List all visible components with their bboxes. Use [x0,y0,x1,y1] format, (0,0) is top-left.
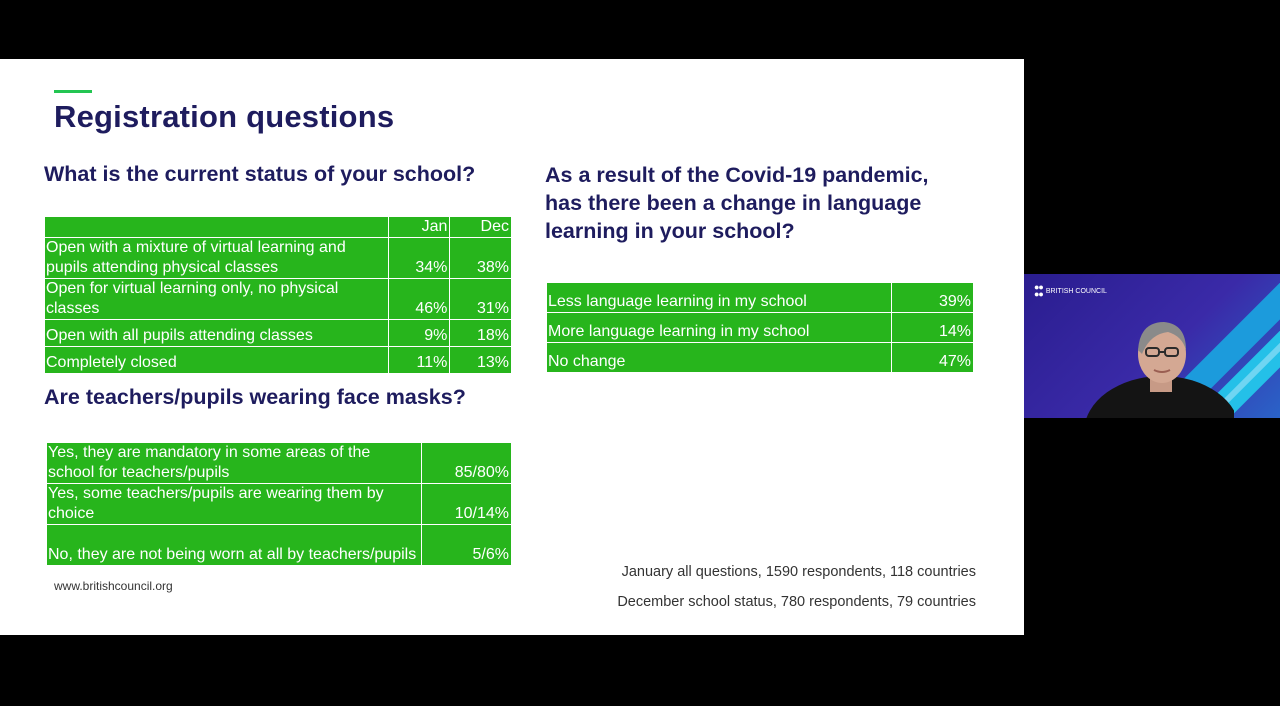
table-row: Open with all pupils attending classes 9… [44,319,512,347]
logo-dots-icon: ●● ●● [1034,282,1044,299]
table-row: Less language learning in my school 39% [545,282,974,313]
row-label: Less language learning in my school [545,282,893,313]
header-blank [44,216,389,238]
row-dec-value: 31% [449,278,512,320]
row-jan-value: 46% [387,278,451,320]
header-jan: Jan [387,216,451,238]
row-value: 14% [891,312,974,343]
row-label: More language learning in my school [545,312,893,343]
row-value: 5/6% [421,524,512,566]
british-council-logo: ●● ●● BRITISH COUNCIL [1034,282,1107,299]
table-row: Yes, they are mandatory in some areas of… [45,442,512,484]
table-row: Open with a mixture of virtual learning … [44,237,512,279]
website-url: www.britishcouncil.org [54,579,173,593]
row-value: 47% [891,342,974,373]
presentation-slide: Registration questions What is the curre… [0,59,1024,635]
table-row: Yes, some teachers/pupils are wearing th… [45,483,512,525]
row-dec-value: 18% [449,319,512,347]
table-header-row: Jan Dec [44,216,512,238]
table-row: Open for virtual learning only, no physi… [44,278,512,320]
language-learning-table: Less language learning in my school 39% … [545,282,974,373]
speaker-webcam: ●● ●● BRITISH COUNCIL [1024,274,1280,418]
row-dec-value: 38% [449,237,512,279]
row-jan-value: 34% [387,237,451,279]
logo-text: BRITISH COUNCIL [1045,287,1107,295]
row-jan-value: 11% [387,346,451,374]
table-row: No, they are not being worn at all by te… [45,524,512,566]
table-row: Completely closed 11% 13% [44,346,512,374]
question-school-status: What is the current status of your schoo… [44,162,476,186]
row-label: Open with all pupils attending classes [44,319,389,347]
row-label: No change [545,342,893,373]
question-language-learning: As a result of the Covid-19 pandemic, ha… [545,163,929,243]
row-label: Yes, some teachers/pupils are wearing th… [45,483,423,525]
speaker-silhouette [1086,322,1234,418]
row-jan-value: 9% [387,319,451,347]
question-face-masks: Are teachers/pupils wearing face masks? [44,385,466,409]
row-value: 85/80% [421,442,512,484]
respondents-note-january: January all questions, 1590 respondents,… [621,564,976,580]
row-label: No, they are not being worn at all by te… [45,524,423,566]
title-accent-bar [54,90,92,93]
row-dec-value: 13% [449,346,512,374]
face-masks-table: Yes, they are mandatory in some areas of… [45,442,512,566]
row-label: Open with a mixture of virtual learning … [44,237,389,279]
row-label: Open for virtual learning only, no physi… [44,278,389,320]
slide-title: Registration questions [54,99,395,134]
header-dec: Dec [449,216,512,238]
respondents-note-december: December school status, 780 respondents,… [617,594,976,610]
row-value: 10/14% [421,483,512,525]
row-label: Yes, they are mandatory in some areas of… [45,442,423,484]
row-value: 39% [891,282,974,313]
row-label: Completely closed [44,346,389,374]
table-row: No change 47% [545,342,974,373]
table-row: More language learning in my school 14% [545,312,974,343]
school-status-table: Jan Dec Open with a mixture of virtual l… [44,216,512,374]
